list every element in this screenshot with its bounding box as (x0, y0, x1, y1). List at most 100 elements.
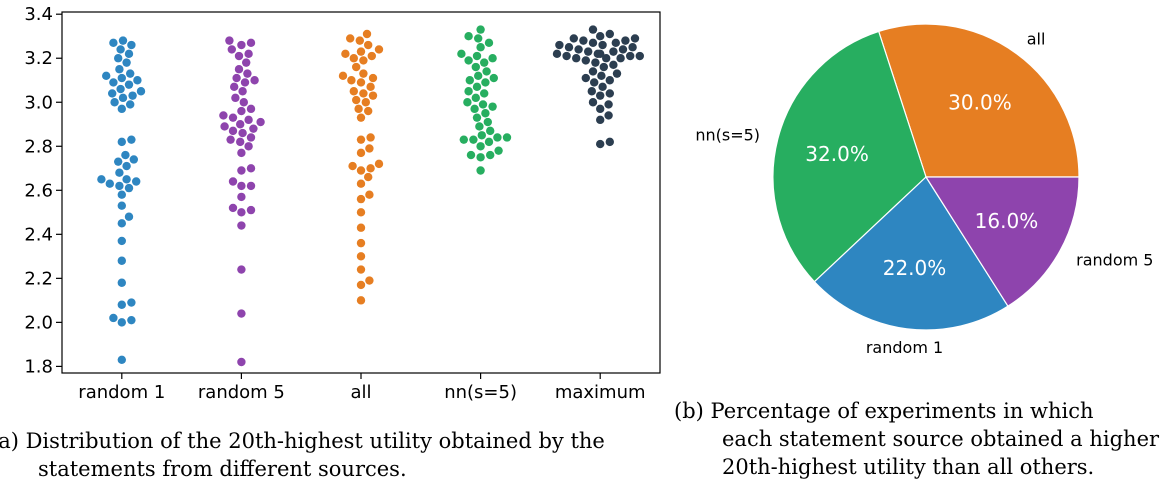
swarm-point-nn-s-5 (472, 82, 482, 92)
swarm-point-maximum (588, 38, 598, 48)
swarm-point-maximum (596, 115, 605, 125)
swarm-point-maximum (596, 104, 605, 114)
swarm-point-random-5 (236, 120, 245, 129)
swarm-point-nn-s-5 (474, 71, 483, 81)
swarm-point-maximum (581, 56, 590, 65)
swarm-point-nn-s-5 (463, 98, 472, 107)
swarm-point-maximum (590, 78, 599, 87)
swarm-point-all (347, 76, 356, 85)
swarm-point-all (368, 73, 378, 83)
swarm-point-all (349, 87, 358, 96)
swarm-point-random-1 (127, 135, 136, 144)
swarm-point-random-1 (116, 84, 125, 94)
swarm-point-all (356, 280, 366, 290)
swarm-point-all (346, 34, 355, 43)
swarm-point-random-1 (127, 298, 136, 307)
swarm-point-random-5 (237, 106, 246, 116)
pie-pct-label-all: 30.0% (948, 91, 1012, 115)
x-axis: random 1 random 5 all nn(s=5) maximum (78, 373, 646, 403)
swarm-point-random-5 (225, 36, 234, 45)
swarm-point-maximum (616, 54, 625, 63)
swarm-point-random-1 (114, 157, 123, 166)
swarm-point-random-1 (116, 45, 125, 54)
swarm-point-random-1 (129, 155, 138, 164)
pie-pct-label-nn-s-5: 32.0% (805, 142, 869, 166)
swarm-point-all (356, 208, 366, 217)
swarm-point-nn-s-5 (480, 89, 489, 98)
swarm-point-maximum (635, 51, 644, 61)
swarm-point-random-1 (117, 219, 127, 228)
swarm-point-all (359, 89, 368, 98)
swarm-point-random-1 (117, 300, 127, 309)
swarm-point-nn-s-5 (476, 43, 485, 52)
swarm-point-nn-s-5 (494, 146, 503, 155)
swarm-point-random-1 (124, 80, 134, 89)
swarm-point-random-1 (136, 87, 146, 96)
swarm-point-random-1 (128, 91, 137, 100)
swarm-point-random-5 (238, 128, 247, 138)
swarm-point-all (356, 166, 366, 175)
swarm-point-random-5 (237, 40, 246, 50)
x-tick-label-all: all (350, 382, 371, 403)
swarm-point-all (374, 159, 384, 169)
swarm-point-random-5 (246, 181, 256, 191)
y-tick-label: 2.0 (24, 312, 53, 333)
swarm-point-random-1 (115, 168, 124, 177)
swarm-point-maximum (579, 36, 588, 45)
swarm-point-nn-s-5 (472, 51, 482, 61)
swarm-point-random-5 (226, 135, 235, 144)
pie-pct-label-random-5: 16.0% (975, 209, 1039, 233)
swarm-point-nn-s-5 (476, 166, 485, 175)
swarm-point-all (374, 45, 384, 54)
swarm-point-random-1 (127, 315, 136, 325)
swarm-point-maximum (604, 100, 613, 109)
swarm-point-all (348, 161, 357, 171)
swarm-point-all (364, 40, 373, 50)
swarm-point-random-5 (237, 166, 246, 175)
swarm-point-maximum (596, 32, 605, 41)
swarm-point-random-1 (118, 36, 128, 45)
swarm-point-random-1 (117, 318, 127, 327)
swarm-point-random-5 (219, 111, 228, 120)
caption-a: (a) Distribution of the 20th-highest uti… (0, 427, 690, 483)
pie-pct-label-random-1: 22.0% (883, 256, 947, 280)
swarm-point-random-1 (115, 181, 124, 191)
swarm-point-random-5 (230, 82, 239, 92)
swarm-point-random-5 (231, 93, 240, 103)
swarm-point-nn-s-5 (457, 49, 466, 59)
swarm-point-all (356, 135, 366, 144)
swarm-point-all (356, 78, 366, 87)
swarm-point-random-1 (117, 278, 127, 287)
swarm-point-random-1 (126, 100, 135, 109)
swarm-point-maximum (555, 40, 564, 50)
swarm-point-random-5 (232, 73, 241, 83)
swarm-point-maximum (596, 139, 605, 149)
swarm-point-maximum (609, 47, 618, 56)
swarm-point-maximum (562, 51, 571, 61)
swarm-point-random-5 (228, 203, 238, 213)
swarm-point-random-1 (133, 76, 142, 85)
swarm-point-nn-s-5 (475, 122, 484, 131)
swarm-point-random-1 (110, 98, 119, 107)
swarm-point-maximum (605, 29, 614, 39)
swarm-point-random-1 (124, 183, 134, 193)
swarm-point-random-5 (237, 309, 246, 318)
swarm-point-nn-s-5 (480, 58, 489, 67)
swarm-point-maximum (564, 43, 574, 52)
swarm-point-random-1 (117, 137, 127, 147)
swarm-point-random-1 (118, 93, 128, 103)
swarm-point-random-5 (234, 65, 244, 74)
swarm-point-all (368, 91, 378, 100)
swarm-point-maximum (574, 45, 583, 54)
swarm-point-maximum (569, 34, 578, 43)
swarm-point-random-1 (117, 355, 127, 364)
swarm-point-all (366, 164, 375, 173)
pie-slice-random-5 (924, 176, 1080, 308)
swarm-point-random-1 (109, 38, 118, 48)
swarm-point-all (362, 29, 372, 39)
swarm-point-maximum (605, 137, 614, 147)
swarm-point-random-5 (237, 357, 246, 367)
swarm-point-maximum (572, 54, 581, 63)
swarm-point-random-5 (240, 78, 250, 87)
swarm-point-nn-s-5 (474, 34, 483, 43)
